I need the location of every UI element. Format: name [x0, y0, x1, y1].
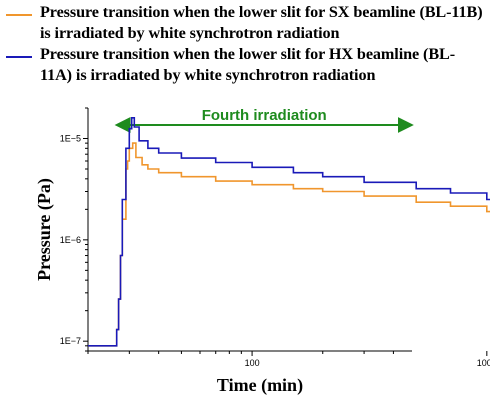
x-tick-label: 1000	[477, 358, 490, 368]
legend-label-sx: Pressure transition when the lower slit …	[40, 3, 483, 42]
legend-swatch-sx	[6, 14, 32, 16]
annotation: Fourth irradiation	[114, 107, 414, 133]
legend-entry-sx: Pressure transition when the lower slit …	[6, 2, 486, 44]
series-line-sx	[88, 142, 490, 347]
legend-label-hx: Pressure transition when the lower slit …	[40, 45, 456, 84]
y-axis-title: Pressure (Pa)	[34, 178, 55, 281]
axes: 100 1000 1E−7 1E−6 1E−5	[60, 107, 490, 368]
legend: Pressure transition when the lower slit …	[6, 2, 486, 86]
y-tick-label: 1E−5	[60, 134, 81, 144]
series	[88, 117, 490, 347]
x-axis-title: Time (min)	[217, 375, 303, 395]
legend-entry-hx: Pressure transition when the lower slit …	[6, 44, 486, 86]
series-line-hx	[88, 117, 490, 347]
y-tick-label: 1E−7	[60, 336, 81, 346]
y-tick-label: 1E−6	[60, 235, 81, 245]
legend-swatch-hx	[6, 56, 32, 58]
x-tick-label: 100	[245, 358, 260, 368]
annotation-label: Fourth irradiation	[202, 107, 327, 124]
